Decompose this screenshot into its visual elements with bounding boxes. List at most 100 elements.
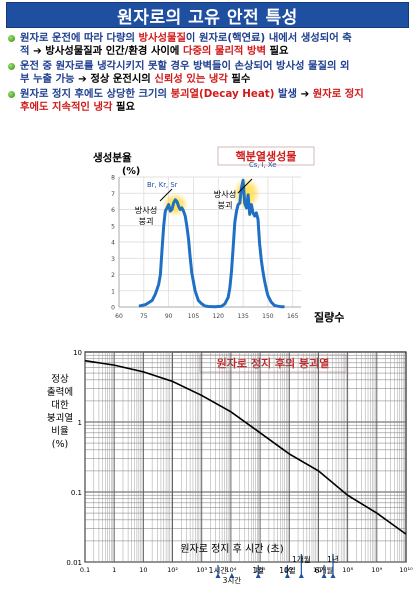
- y-tick-label: 7: [111, 191, 115, 198]
- peak-elements-right: Cs, I, Xe: [249, 161, 276, 169]
- x-axis-label: 질량수: [314, 311, 344, 324]
- decay-arrow-right: [237, 178, 253, 194]
- decay-label-left-1: 방사성: [135, 205, 158, 215]
- x-tick-label: 105: [188, 313, 200, 320]
- bullet-item: 원자로 정지 후에도 상당한 크기의 붕괴열(Decay Heat) 발생 ➔ …: [6, 88, 410, 114]
- right-arrow-icon: ➔: [78, 73, 87, 85]
- bullet-dot-icon: [8, 35, 15, 42]
- time-marker-label: 6개월: [315, 565, 334, 575]
- decay-label-right-2: 붕괴: [217, 200, 232, 210]
- bullet-text: 방사성물질과 인간/환경 사이에: [41, 45, 183, 57]
- time-marker-label: 3시간: [223, 575, 242, 585]
- x-tick-label: 90: [165, 313, 173, 320]
- time-marker-label: 10일: [279, 566, 296, 575]
- fission-yield-chart: 생성분율 (%) 핵분열생성물 0 1 2 3 4 5 6 7 8 60 75 90 105 120 135…: [93, 146, 344, 324]
- bullet-dot-icon: [8, 63, 15, 70]
- bullet-text: 필요: [112, 101, 135, 113]
- x-tick-label: 10: [139, 566, 147, 574]
- x-tick-label: 10⁷: [313, 566, 324, 574]
- time-marker-label: 1시간: [209, 565, 228, 575]
- bullet-highlight: 후에도 지속적인 냉각: [20, 101, 113, 113]
- y-tick-label: 1: [111, 288, 115, 295]
- bullet-line: 원자로 운전에 따라 다량의 방사성물질이 원자로(핵연료) 내에서 생성되어 …: [20, 32, 410, 45]
- x-tick-label: 0.1: [80, 566, 90, 574]
- x-tick-label: 10⁸: [342, 566, 353, 574]
- bullet-text: 필요: [265, 45, 289, 57]
- bullet-text: 적: [20, 45, 34, 57]
- series-line: [138, 178, 285, 309]
- bullet-highlight: 방사성물질: [138, 32, 186, 44]
- right-arrow-icon: ➔: [33, 45, 42, 57]
- arrow-up-icon: [255, 573, 261, 578]
- bullet-line: 적 ➔ 방사성물질과 인간/환경 사이에 다중의 물리적 방벽 필요: [20, 45, 410, 58]
- bullet-highlight: 원자로 정지: [309, 88, 364, 100]
- x-tick-label: 10⁴: [225, 566, 236, 574]
- y-axis-label-line: 대한: [51, 400, 69, 411]
- x-tick-label: 75: [140, 313, 148, 320]
- chart-title-box: [217, 146, 315, 166]
- y-tick-label: 5: [111, 223, 115, 230]
- arrow-up-icon: [298, 573, 304, 578]
- bullet-list: 원자로 운전에 따라 다량의 방사성물질이 원자로(핵연료) 내에서 생성되어 …: [6, 32, 410, 116]
- title-bar: 원자로의 고유 안전 특성: [6, 2, 409, 28]
- bullet-text: 이 원자로(핵연료) 내에서 생성되어 축: [185, 32, 352, 44]
- x-tick-label: 1: [112, 566, 116, 574]
- y-tick-label: 0: [111, 305, 115, 312]
- chart-title: 핵분열생성물: [236, 149, 297, 163]
- y-axis-label-line: 정상: [51, 374, 69, 385]
- arrow-up-icon: [330, 573, 336, 578]
- bullet-highlight: 신뢰성 있는 냉각: [154, 73, 228, 85]
- x-tick-label: 10¹⁰: [399, 566, 413, 574]
- bullet-text: 부 누출 가능: [20, 73, 79, 85]
- y-tick-label: 0.01: [66, 559, 82, 567]
- bullet-text: 원자로 정지 후에도 상당한 크기의: [20, 88, 171, 100]
- x-tick-label: 10⁹: [371, 566, 382, 574]
- decay-arrow-left: [159, 188, 173, 202]
- y-axis-label-line: 출력에: [47, 386, 73, 398]
- time-marker-label: 1년: [327, 554, 339, 564]
- peak-elements-left: Br, Kr, Sr: [147, 181, 178, 189]
- x-tick-label: 165: [287, 313, 299, 320]
- x-axis-label: 원자로 정지 후 시간 (초): [180, 543, 283, 555]
- y-tick-label: 4: [111, 240, 115, 247]
- bullet-dot-icon: [8, 91, 15, 98]
- x-tick-label: 120: [213, 313, 225, 320]
- arrow-up-icon: [321, 573, 327, 578]
- time-marker-label: 1개월: [292, 554, 311, 564]
- bullet-item: 운전 중 원자로를 냉각시키지 못할 경우 방벽들이 손상되어 방사성 물질의 …: [6, 60, 410, 86]
- y-tick-label: 1: [78, 419, 82, 427]
- chart-grid: [118, 176, 301, 308]
- x-tick-label: 10⁵: [255, 566, 266, 574]
- y-axis-unit: (%): [122, 166, 140, 177]
- arrow-up-icon: [229, 573, 235, 578]
- bullet-text: 운전 중 원자로를 냉각시키지 못할 경우 방벽들이 손상되어 방사성 물질의 …: [20, 60, 350, 72]
- chart-frame: [84, 351, 407, 563]
- decay-label-left-2: 붕괴: [138, 216, 153, 226]
- right-arrow-icon: ➔: [300, 88, 310, 100]
- y-axis-label-line: (%): [52, 439, 68, 450]
- y-tick-label: 0.1: [71, 489, 82, 497]
- x-tick-label: 10²: [167, 566, 178, 574]
- x-tick-label: 135: [237, 313, 249, 320]
- x-tick-label: 10³: [196, 566, 207, 574]
- chart-grid: [84, 352, 406, 563]
- bullet-text: 정상 운전시의: [86, 73, 155, 85]
- bullet-text: 필수: [227, 73, 251, 85]
- y-axis-label: 생성분율: [93, 151, 132, 164]
- page-title: 원자로의 고유 안전 특성: [117, 7, 298, 28]
- y-axis-label-line: 비율: [51, 426, 69, 437]
- arrow-up-icon: [215, 573, 221, 578]
- bullet-line: 부 누출 가능 ➔ 정상 운전시의 신뢰성 있는 냉각 필수: [20, 73, 410, 86]
- bullet-highlight: 붕괴열(Decay Heat): [170, 88, 275, 100]
- y-tick-label: 6: [111, 207, 115, 214]
- y-tick-label: 8: [111, 175, 115, 182]
- y-tick-label: 2: [111, 272, 115, 279]
- decay-label-right-1: 방사성: [214, 189, 237, 199]
- bullet-text: 원자로 운전에 따라 다량의: [20, 32, 139, 44]
- bullet-item: 원자로 운전에 따라 다량의 방사성물질이 원자로(핵연료) 내에서 생성되어 …: [6, 32, 410, 58]
- bullet-highlight: 다중의 물리적 방벽: [182, 45, 266, 57]
- bullet-text: 발생: [274, 88, 301, 100]
- x-tick-label: 60: [115, 313, 123, 320]
